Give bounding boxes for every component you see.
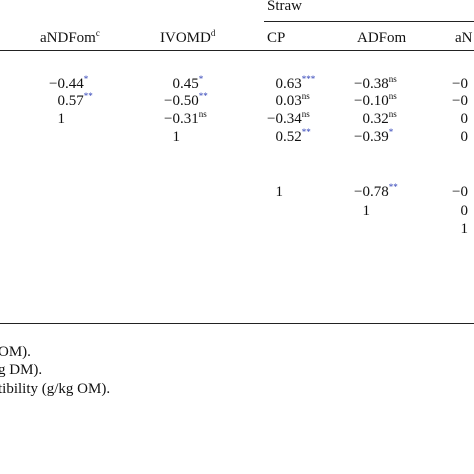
- cell: 1: [173, 128, 181, 146]
- cell: 0: [461, 110, 469, 128]
- cell-value: 1: [57, 111, 66, 127]
- cell-value: 0: [460, 111, 469, 127]
- cell-value: −0.50: [164, 93, 199, 109]
- cell-sup: ***: [301, 74, 316, 84]
- cell: −0.34ns: [267, 110, 310, 128]
- cell: −0.50**: [164, 92, 208, 110]
- cell: 0.52**: [276, 128, 311, 146]
- column-header-text: IVOMD: [160, 30, 211, 46]
- cell-value: −0.38: [354, 76, 389, 92]
- cell-sup: *: [388, 127, 394, 137]
- cell: 0.32ns: [363, 110, 397, 128]
- cell-sup: **: [83, 91, 93, 101]
- cell: −0.78**: [354, 183, 398, 201]
- cell-sup: ns: [388, 91, 397, 101]
- cell: −0.10ns: [354, 92, 397, 110]
- cell: −0.44*: [49, 75, 88, 93]
- column-header: CP: [267, 29, 285, 47]
- cell-value: 0.32: [362, 111, 389, 127]
- cell-value: −0.78: [354, 184, 389, 200]
- column-header-text: aNDFom: [40, 30, 96, 46]
- cell-value: −0.10: [354, 93, 389, 109]
- cell-value: 1: [362, 203, 371, 219]
- column-header: aNDFomc: [40, 29, 100, 47]
- cell: −0: [452, 183, 468, 201]
- cell-value: 0.57: [57, 93, 84, 109]
- footnote: g DM).: [0, 362, 43, 378]
- cell-value: 1: [172, 129, 181, 145]
- cell-value: −0.34: [267, 111, 302, 127]
- cell-value: −0: [452, 93, 468, 109]
- header-rule: [0, 50, 474, 51]
- cell-value: −0.44: [49, 76, 84, 92]
- cell-value: −0: [452, 184, 468, 200]
- cell: 0.03ns: [276, 92, 310, 110]
- cell: 1: [58, 110, 66, 128]
- cell: 0: [461, 128, 469, 146]
- column-header-text: ADFom: [357, 30, 407, 46]
- cell: −0.38ns: [354, 75, 397, 93]
- cell: 0.45*: [173, 75, 204, 93]
- cell-value: 0: [460, 203, 469, 219]
- column-header: IVOMDd: [160, 29, 215, 47]
- cell-value: 0: [460, 129, 469, 145]
- cell-sup: **: [301, 127, 311, 137]
- cell-sup: *: [198, 74, 204, 84]
- cell-value: −0.39: [354, 129, 389, 145]
- cell: 1: [363, 202, 371, 220]
- cell: 1: [276, 183, 284, 201]
- cell-value: 1: [275, 184, 284, 200]
- group-rule: [264, 21, 474, 22]
- cell-value: 0.63: [275, 76, 302, 92]
- cell: 0: [461, 202, 469, 220]
- cell-value: 0.45: [172, 76, 199, 92]
- footnote: tibility (g/kg OM).: [0, 381, 111, 397]
- column-header: aN: [455, 29, 473, 47]
- cell: −0.31ns: [164, 110, 207, 128]
- cell-value: −0: [452, 76, 468, 92]
- cell-value: 0.52: [275, 129, 302, 145]
- cell: 0.63***: [276, 75, 316, 93]
- column-header-sup: c: [95, 28, 100, 38]
- column-header-text: aN: [455, 30, 473, 46]
- cell-sup: *: [83, 74, 89, 84]
- group-header: Straw: [267, 0, 302, 14]
- cell: 0.57**: [58, 92, 93, 110]
- cell-sup: ns: [388, 109, 397, 119]
- column-header-text: CP: [267, 30, 286, 46]
- cell: 1: [461, 220, 469, 238]
- cell: −0.39*: [354, 128, 393, 146]
- cell-sup: **: [388, 182, 398, 192]
- cell-sup: ns: [198, 109, 207, 119]
- cell-sup: **: [198, 91, 208, 101]
- cell-value: −0.31: [164, 111, 199, 127]
- bottom-rule: [0, 323, 474, 324]
- cell-value: 1: [460, 221, 469, 237]
- column-header: ADFom: [357, 29, 406, 47]
- cell-sup: ns: [301, 91, 310, 101]
- cell: −0: [452, 75, 468, 93]
- cell-sup: ns: [388, 74, 397, 84]
- cell: −0: [452, 92, 468, 110]
- column-header-sup: d: [210, 28, 216, 38]
- footnote: OM).: [0, 344, 31, 360]
- cell-value: 0.03: [275, 93, 302, 109]
- cell-sup: ns: [301, 109, 310, 119]
